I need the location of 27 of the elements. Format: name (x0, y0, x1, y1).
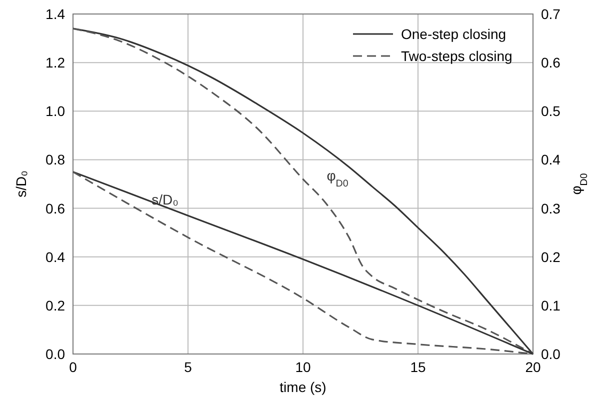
y-tick-label: 0.0 (46, 346, 66, 362)
y-tick-label: 1.4 (46, 6, 66, 22)
x-tick-label: 10 (295, 359, 311, 375)
annotation: φ$_{D0}$ (326, 168, 349, 190)
y2-tick-label: 0.1 (541, 297, 561, 314)
y-tick-label: 0.2 (46, 297, 66, 314)
y2-tick-label: 0.2 (541, 248, 561, 265)
y-axis-title: s/D₀ (13, 170, 29, 198)
legend-label: Two-steps closing (401, 48, 512, 64)
y-tick-label: 0.6 (46, 200, 66, 216)
y2-tick-label: 0.0 (541, 346, 561, 362)
annotation: s/D₀ (152, 191, 179, 208)
y-tick-label: 0.4 (46, 248, 66, 265)
y2-tick-label: 0.5 (541, 103, 561, 120)
y-tick-label: 0.8 (46, 152, 66, 168)
y-tick-label: 1.0 (46, 103, 66, 120)
y2-tick-label: 0.4 (541, 152, 561, 168)
y2-tick-label: 0.6 (541, 54, 561, 71)
y2-tick-label: 0.3 (541, 200, 561, 216)
x-axis-title: time (s) (280, 379, 326, 395)
x-tick-label: 20 (525, 359, 541, 375)
legend-label: One-step closing (401, 26, 506, 42)
y2-tick-label: 0.7 (541, 6, 561, 22)
y-tick-label: 1.2 (46, 54, 66, 71)
x-tick-label: 15 (410, 359, 426, 375)
x-tick-label: 5 (184, 359, 192, 375)
x-tick-label: 0 (69, 359, 78, 375)
